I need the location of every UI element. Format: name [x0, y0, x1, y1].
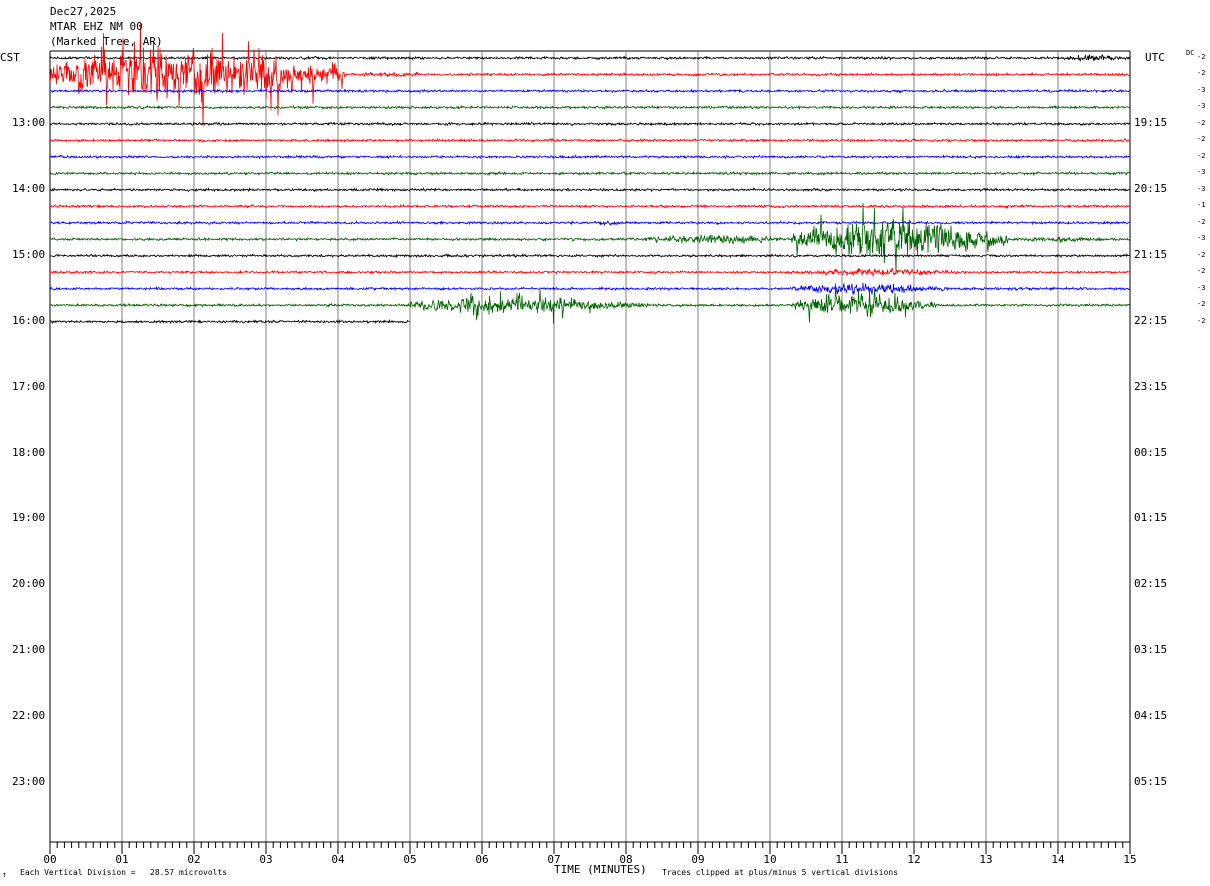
left-hour-label: 14:00	[12, 181, 46, 195]
dc-offset-label: -2	[1197, 151, 1206, 160]
x-axis-title: TIME (MINUTES)	[554, 863, 647, 876]
right-hour-label: 05:15	[1134, 775, 1168, 789]
left-hour-label: 19:00	[12, 511, 46, 525]
trace-green-row-15	[49, 283, 1131, 324]
dc-offset-label: -3	[1197, 85, 1206, 94]
dc-offset-label: -2	[1197, 316, 1206, 325]
trace-black-row-0	[49, 53, 1131, 62]
right-hour-label: 04:15	[1134, 709, 1168, 723]
left-hour-label: 21:00	[12, 643, 46, 657]
dc-offset-label: -2	[1197, 300, 1206, 309]
left-timezone-label: CST	[0, 51, 20, 64]
dc-offset-label: -2	[1197, 69, 1206, 78]
x-tick-label: 12	[907, 853, 920, 866]
x-tick-label: 06	[475, 853, 488, 866]
right-hour-label: 23:15	[1134, 379, 1168, 393]
x-tick-label: 05	[403, 853, 416, 866]
trace-black-row-8	[49, 186, 1131, 193]
right-hour-label: 21:15	[1134, 247, 1168, 261]
x-tick-label: 13	[979, 853, 992, 866]
minute-grid	[49, 50, 1131, 842]
left-hour-label: 22:00	[12, 709, 46, 723]
trace-red-row-1	[49, 23, 1131, 126]
chart-date: Dec27,2025	[50, 5, 117, 18]
left-hour-label: 23:00	[12, 775, 46, 789]
dc-offset-label: -2	[1197, 118, 1206, 127]
x-tick-label: 02	[187, 853, 200, 866]
arrow-icon: ↑	[2, 870, 7, 879]
station-code: MTAR EHZ NM 00	[50, 20, 143, 33]
dc-offset-label: -2	[1197, 53, 1206, 61]
trace-black-row-12	[49, 252, 1131, 259]
x-tick-label: 08	[619, 853, 632, 866]
trace-green-row-11	[49, 202, 1131, 275]
station-location: (Marked Tree, AR)	[50, 35, 163, 48]
seismic-traces	[49, 23, 1131, 325]
right-timezone-label: UTC	[1145, 51, 1165, 64]
right-hour-label: 22:15	[1134, 313, 1168, 327]
left-hour-label: 16:00	[12, 313, 46, 327]
x-axis: 00 01 02 03 04 05 06 07 08 09 10 11 12 13 14 15	[43, 841, 1137, 866]
clip-note: Traces clipped at plus/minus 5 vertical …	[662, 868, 899, 877]
dc-offset-label: -2	[1197, 267, 1206, 276]
trace-blue-row-10	[49, 220, 1130, 227]
x-tick-label: 01	[115, 853, 128, 866]
dc-offset-label: -2	[1197, 135, 1206, 144]
x-tick-label: 09	[691, 853, 704, 866]
right-hour-label: 20:15	[1134, 181, 1168, 195]
right-hour-label: 00:15	[1134, 445, 1168, 459]
dc-offset-label: -1	[1197, 201, 1206, 210]
dc-offset-label: -3	[1197, 234, 1206, 243]
trace-black-row-16	[49, 318, 411, 325]
x-tick-label: 00	[43, 853, 56, 866]
trace-blue-row-6	[49, 154, 1131, 160]
x-tick-label: 14	[1051, 853, 1065, 866]
right-hour-label: 02:15	[1134, 577, 1168, 591]
trace-green-row-3	[49, 104, 1131, 110]
trace-green-row-7	[49, 170, 1131, 177]
dc-offset-label: -3	[1197, 168, 1206, 177]
trace-red-row-5	[49, 137, 1131, 144]
right-hour-label: 01:15	[1134, 511, 1168, 525]
right-hour-label: 19:15	[1134, 115, 1168, 129]
x-tick-label: 03	[259, 853, 272, 866]
trace-blue-row-2	[49, 88, 1131, 94]
dc-offset-label: -2	[1197, 250, 1206, 259]
left-hour-label: 15:00	[12, 247, 46, 261]
trace-red-row-13	[49, 267, 1131, 277]
dc-offset-label: -2	[1197, 217, 1206, 226]
division-note: Each Vertical Division = 28.57 microvolt…	[20, 868, 228, 877]
left-hour-label: 17:00	[12, 379, 46, 393]
trace-red-row-9	[50, 203, 1131, 210]
left-hour-label: 20:00	[12, 577, 46, 591]
trace-black-row-4	[49, 121, 1131, 127]
dc-offset-label: -3	[1197, 184, 1206, 193]
x-tick-label: 10	[763, 853, 776, 866]
x-tick-label: 15	[1123, 853, 1136, 866]
dc-header: DC	[1186, 49, 1195, 57]
left-hour-label: 13:00	[12, 115, 46, 129]
trace-blue-row-14	[49, 282, 1131, 295]
dc-offset-label: -3	[1197, 283, 1206, 292]
x-tick-label: 04	[331, 853, 345, 866]
x-tick-label: 07	[547, 853, 560, 866]
x-tick-label: 11	[835, 853, 848, 866]
left-hour-label: 18:00	[12, 445, 46, 459]
right-hour-label: 03:15	[1134, 643, 1168, 657]
dc-offset-label: -3	[1197, 102, 1206, 111]
